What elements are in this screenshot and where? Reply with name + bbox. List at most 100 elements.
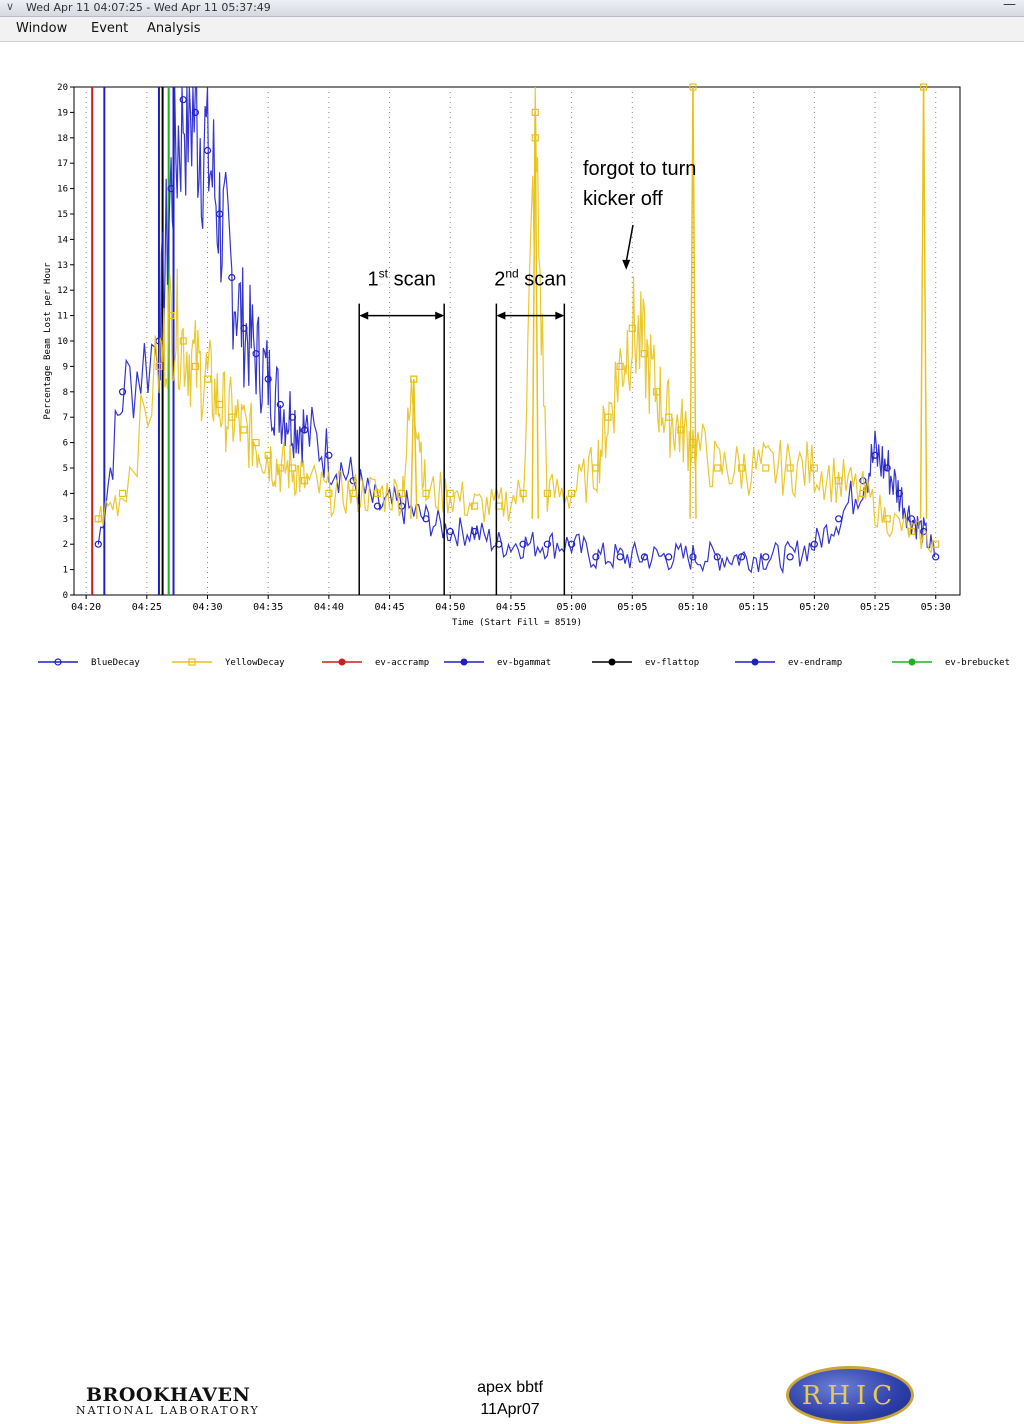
series-line-YellowDecay xyxy=(97,86,934,554)
legend-label-YellowDecay: YellowDecay xyxy=(225,658,285,668)
legend-marker-ev-flattop xyxy=(608,658,616,666)
slide-footer: BROOKHAVEN NATIONAL LABORATORY apex bbtf… xyxy=(0,672,1024,1424)
legend-label-ev-accramp: ev-accramp xyxy=(375,658,429,668)
window-title: Wed Apr 11 04:07:25 - Wed Apr 11 05:37:4… xyxy=(26,1,271,14)
data-point-BlueDecay xyxy=(640,553,649,561)
data-point-YellowDecay xyxy=(94,515,102,523)
y-tick-label: 4 xyxy=(63,489,68,499)
x-tick-label: 04:20 xyxy=(71,602,101,613)
y-tick-label: 10 xyxy=(57,337,68,347)
data-point-BlueDecay xyxy=(228,273,236,282)
x-tick-label: 05:25 xyxy=(860,602,890,613)
y-tick-label: 18 xyxy=(57,134,68,144)
y-tick-label: 14 xyxy=(57,235,68,245)
data-point-YellowDecay xyxy=(628,324,636,332)
menu-item-window[interactable]: Window xyxy=(16,21,68,36)
spike-point xyxy=(689,83,697,91)
kicker-arrowhead xyxy=(622,259,631,270)
scan1-arrowhead-right xyxy=(435,311,445,320)
data-point-BlueDecay xyxy=(519,540,527,548)
data-point-YellowDecay xyxy=(907,527,916,536)
spike-line xyxy=(922,86,928,519)
y-tick-label: 13 xyxy=(57,261,68,271)
data-point-YellowDecay xyxy=(288,464,297,472)
data-point-BlueDecay xyxy=(325,451,333,459)
data-point-YellowDecay xyxy=(264,451,272,459)
footer-title: apex bbtf xyxy=(477,1379,543,1396)
data-point-YellowDecay xyxy=(373,489,382,497)
legend-marker-ev-accramp xyxy=(338,658,346,666)
data-point-YellowDecay xyxy=(349,489,357,497)
footer-date: 11Apr07 xyxy=(480,1401,540,1418)
data-point-YellowDecay xyxy=(203,375,212,383)
data-point-YellowDecay xyxy=(191,362,199,370)
brookhaven-logo: BROOKHAVEN xyxy=(86,1384,251,1406)
data-point-BlueDecay xyxy=(871,451,879,459)
data-point-YellowDecay xyxy=(228,413,236,421)
kicker-annotation-line1: forgot to turn xyxy=(583,158,696,180)
data-point-BlueDecay xyxy=(240,324,248,332)
data-point-YellowDecay xyxy=(640,350,649,358)
data-point-BlueDecay xyxy=(932,553,940,561)
legend-marker-YellowDecay xyxy=(188,658,196,666)
data-point-BlueDecay xyxy=(216,210,224,218)
x-tick-label: 04:40 xyxy=(314,602,344,613)
x-axis-label: Time (Start Fill = 8519) xyxy=(452,618,582,628)
x-tick-label: 04:45 xyxy=(375,602,405,613)
legend-label-BlueDecay: BlueDecay xyxy=(91,658,140,668)
legend-label-ev-bgammat: ev-bgammat xyxy=(497,658,551,668)
data-point-YellowDecay xyxy=(543,489,551,497)
data-point-BlueDecay xyxy=(422,515,430,523)
legend-marker-ev-brebucket xyxy=(908,658,916,666)
data-point-YellowDecay xyxy=(665,413,673,421)
data-point-BlueDecay xyxy=(203,146,212,155)
data-point-BlueDecay xyxy=(179,96,187,104)
minimize-icon[interactable]: — xyxy=(1003,0,1016,12)
scan2-label: 2nd scan xyxy=(494,267,566,291)
x-tick-label: 04:50 xyxy=(435,602,465,613)
data-point-YellowDecay xyxy=(325,489,333,497)
data-point-BlueDecay xyxy=(470,527,479,536)
data-point-YellowDecay xyxy=(167,312,175,320)
data-point-BlueDecay xyxy=(264,375,272,383)
data-point-BlueDecay xyxy=(373,502,382,510)
chevron-down-icon[interactable]: ∨ xyxy=(6,0,15,13)
spike-line xyxy=(413,379,418,519)
x-tick-label: 04:55 xyxy=(496,602,526,613)
legend-label-ev-flattop: ev-flattop xyxy=(645,658,699,668)
legend-label-ev-endramp: ev-endramp xyxy=(788,658,842,668)
data-point-BlueDecay xyxy=(301,426,309,434)
x-tick-label: 05:00 xyxy=(557,602,587,613)
spike-line xyxy=(410,379,415,519)
window-titlebar: ∨ Wed Apr 11 04:07:25 - Wed Apr 11 05:37… xyxy=(0,0,1024,17)
data-point-YellowDecay xyxy=(810,464,818,472)
y-tick-label: 6 xyxy=(63,439,68,449)
data-point-YellowDecay xyxy=(519,489,527,497)
data-point-BlueDecay xyxy=(592,553,600,561)
y-tick-label: 15 xyxy=(57,210,68,220)
scan1-label: 1st scan xyxy=(368,267,436,291)
y-tick-label: 17 xyxy=(57,159,68,169)
spike-point xyxy=(531,108,539,117)
data-point-YellowDecay xyxy=(677,426,685,434)
data-point-YellowDecay xyxy=(422,489,430,497)
data-point-YellowDecay xyxy=(398,489,406,497)
y-tick-label: 7 xyxy=(63,413,68,423)
data-point-YellowDecay xyxy=(470,502,479,510)
data-point-BlueDecay xyxy=(167,185,175,193)
data-point-BlueDecay xyxy=(276,400,284,409)
data-point-YellowDecay xyxy=(446,489,454,497)
data-point-YellowDecay xyxy=(835,477,843,485)
data-point-YellowDecay xyxy=(155,362,163,370)
data-point-YellowDecay xyxy=(276,464,284,472)
data-point-YellowDecay xyxy=(713,464,721,472)
x-tick-label: 04:30 xyxy=(192,602,222,613)
menu-item-analysis[interactable]: Analysis xyxy=(147,21,201,36)
menu-item-event[interactable]: Event xyxy=(91,21,129,36)
y-tick-label: 3 xyxy=(63,515,68,525)
data-point-BlueDecay xyxy=(191,108,199,117)
menu-bar: Window Event Analysis xyxy=(0,17,1024,42)
y-tick-label: 8 xyxy=(63,388,68,398)
data-point-BlueDecay xyxy=(446,527,454,536)
y-tick-label: 12 xyxy=(57,286,68,296)
